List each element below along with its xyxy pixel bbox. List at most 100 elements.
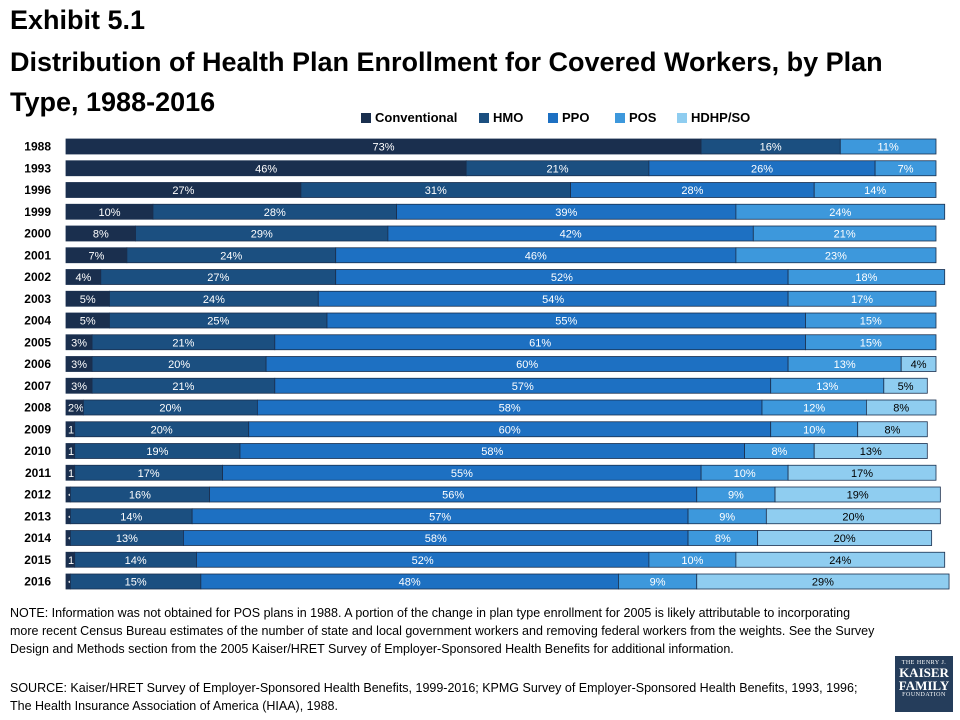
data-label: 24% <box>829 207 851 219</box>
bar-hdhp-so-2014 <box>757 530 933 546</box>
data-label: 9% <box>719 511 735 523</box>
data-label: 52% <box>551 272 573 284</box>
data-label: 8% <box>93 229 109 241</box>
year-label-2016: 2016 <box>24 575 51 589</box>
year-label-2012: 2012 <box>24 488 51 502</box>
bar-hdhp-so-2016 <box>696 573 950 590</box>
bar-hdhp-so-2006 <box>900 356 937 372</box>
data-label: 58% <box>481 446 503 458</box>
year-label-2004: 2004 <box>24 314 51 328</box>
data-label: 7% <box>88 250 104 262</box>
logo-line-2: KAISER <box>899 665 949 680</box>
bar-pos-1988 <box>839 138 937 155</box>
year-label-2014: 2014 <box>24 531 51 545</box>
year-label-2002: 2002 <box>24 270 51 284</box>
data-label: 73% <box>373 142 395 154</box>
data-label: 21% <box>547 163 569 175</box>
year-label-1993: 1993 <box>24 161 51 175</box>
data-label: 18% <box>855 272 877 284</box>
data-label: 48% <box>399 577 421 589</box>
bar-hdhp-so-2013 <box>765 508 941 525</box>
year-label-1999: 1999 <box>24 205 51 219</box>
bar-pos-2004 <box>805 312 937 329</box>
legend-label: POS <box>629 110 657 125</box>
data-label: 17% <box>138 468 160 480</box>
legend-swatch <box>361 113 371 123</box>
data-label: 4% <box>75 272 91 284</box>
data-label: 58% <box>499 403 521 415</box>
year-label-2003: 2003 <box>24 292 51 306</box>
data-label: 42% <box>560 229 582 241</box>
data-label: 11% <box>878 142 899 154</box>
bar-pos-2005 <box>805 334 937 351</box>
data-label: 16% <box>129 490 151 502</box>
data-label: 10% <box>681 555 703 567</box>
logo-line-1: THE HENRY J. <box>901 660 947 666</box>
legend-swatch <box>615 113 625 123</box>
data-label: 3% <box>71 359 87 371</box>
bar-hdhp-so-2011 <box>787 464 937 481</box>
logo-line-3: FAMILY <box>898 678 950 693</box>
data-label: 13% <box>860 446 882 458</box>
data-label: 39% <box>555 207 577 219</box>
bar-hdhp-so-2012 <box>774 486 941 503</box>
data-label: 16% <box>760 142 782 154</box>
chart-title: Distribution of Health Plan Enrollment f… <box>10 47 883 117</box>
data-label: 55% <box>555 316 577 328</box>
data-label: 20% <box>842 511 864 523</box>
data-label: 13% <box>116 533 138 545</box>
bar-hdhp-so-2008 <box>866 399 937 416</box>
data-label: 5% <box>898 381 914 393</box>
data-label: 10% <box>98 207 120 219</box>
data-label: 24% <box>203 294 225 306</box>
data-label: 8% <box>893 403 909 415</box>
bar-hdhp-so-2009 <box>857 421 928 438</box>
bar-pos-2002 <box>787 269 946 285</box>
data-label: 24% <box>220 250 242 262</box>
data-label: 5% <box>80 294 96 306</box>
year-label-2005: 2005 <box>24 335 51 349</box>
data-label: 14% <box>125 555 147 567</box>
data-label: 23% <box>825 250 847 262</box>
year-label-2007: 2007 <box>24 379 51 393</box>
data-label: 17% <box>851 468 873 480</box>
data-label: 31% <box>425 185 447 197</box>
year-label-2001: 2001 <box>24 248 51 262</box>
data-label: 57% <box>512 381 534 393</box>
data-label: 56% <box>442 490 464 502</box>
data-label: 29% <box>812 577 834 589</box>
exhibit-label: Exhibit 5.1 <box>10 5 146 35</box>
data-label: 14% <box>120 511 142 523</box>
data-label: 29% <box>251 229 273 241</box>
data-label: 61% <box>529 337 551 349</box>
year-label-1996: 1996 <box>24 183 51 197</box>
data-label: 13% <box>816 381 838 393</box>
logo-line-4: FOUNDATION <box>902 692 946 698</box>
data-label: 13% <box>834 359 856 371</box>
legend-label: HMO <box>493 110 524 125</box>
data-label: 20% <box>151 424 173 436</box>
bar-pos-2001 <box>735 247 937 264</box>
data-label: 15% <box>125 577 147 589</box>
year-label-2000: 2000 <box>24 227 51 241</box>
stacked-bar-chart: 1988 73% 16% 11% 1993 46% 21% 26% 7% 1996 27% 31% 28… <box>24 138 950 590</box>
data-label: 25% <box>207 316 229 328</box>
data-label: 46% <box>255 163 277 175</box>
data-label: 4% <box>911 359 927 371</box>
year-label-2009: 2009 <box>24 422 51 436</box>
year-label-2013: 2013 <box>24 509 51 523</box>
legend-swatch <box>548 113 558 123</box>
data-label: 10% <box>734 468 756 480</box>
bar-pos-1999 <box>735 203 946 220</box>
data-label: 12% <box>803 403 825 415</box>
chart-note: NOTE: Information was not obtained for P… <box>10 606 875 656</box>
data-label: 60% <box>499 424 521 436</box>
data-label: 19% <box>146 446 168 458</box>
chart-source: SOURCE: Kaiser/HRET Survey of Employer-S… <box>10 681 858 713</box>
data-label: 28% <box>264 207 286 219</box>
data-label: 17% <box>851 294 873 306</box>
data-label: 21% <box>172 381 194 393</box>
bar-pos-1993 <box>874 160 937 177</box>
legend-item-ppo: PPO <box>548 110 589 125</box>
legend-swatch <box>479 113 489 123</box>
